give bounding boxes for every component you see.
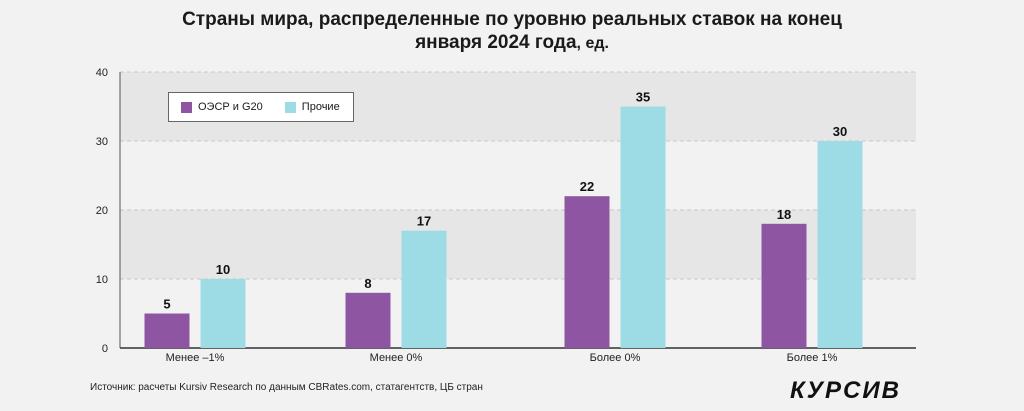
y-tick-label: 0 xyxy=(102,343,108,355)
bar-oecd xyxy=(564,196,610,348)
y-tick-label: 40 xyxy=(96,67,108,79)
x-tick-label: Менее –1% xyxy=(166,352,225,364)
brand-logo: КУРСИВ xyxy=(790,377,901,404)
y-tick-label: 20 xyxy=(96,205,108,217)
chart-title-date: января 2024 года xyxy=(415,32,577,53)
bar-other xyxy=(817,141,863,348)
chart-title-line1: Страны мира, распределенные по уровню ре… xyxy=(182,9,842,30)
legend-swatch-oecd xyxy=(181,101,192,113)
bar-oecd xyxy=(345,292,391,348)
source-note: Источник: расчеты Kursiv Research по дан… xyxy=(90,382,483,393)
legend-label-oecd: ОЭСР и G20 xyxy=(198,101,263,113)
x-tick-label: Более 1% xyxy=(787,352,838,364)
y-tick-label: 10 xyxy=(96,274,108,286)
data-label: 8 xyxy=(364,276,371,291)
x-tick-label: Менее 0% xyxy=(370,352,423,364)
legend-item-oecd: ОЭСР и G20 xyxy=(181,101,263,113)
chart-title-unit: , ед. xyxy=(576,35,609,52)
bar-oecd xyxy=(144,313,190,348)
bar-other xyxy=(401,230,447,348)
legend-label-other: Прочие xyxy=(301,101,340,113)
bar-oecd xyxy=(761,223,807,348)
x-tick-label: Более 0% xyxy=(590,352,641,364)
legend-item-other: Прочие xyxy=(284,101,340,113)
legend-swatch-other xyxy=(284,101,296,113)
data-label: 22 xyxy=(580,179,594,194)
chart-legend: ОЭСР и G20 Прочие xyxy=(168,92,354,122)
data-label: 10 xyxy=(216,262,230,277)
chart-title-line2: января 2024 года, ед. xyxy=(0,31,1024,55)
chart-title: Страны мира, распределенные по уровню ре… xyxy=(0,8,1024,55)
data-label: 35 xyxy=(636,90,650,105)
bar-other xyxy=(620,106,666,348)
bar-other xyxy=(200,279,246,348)
data-label: 30 xyxy=(833,124,847,139)
data-label: 17 xyxy=(417,214,431,229)
data-label: 5 xyxy=(163,297,170,312)
data-label: 18 xyxy=(777,207,791,222)
y-tick-label: 30 xyxy=(96,136,108,148)
